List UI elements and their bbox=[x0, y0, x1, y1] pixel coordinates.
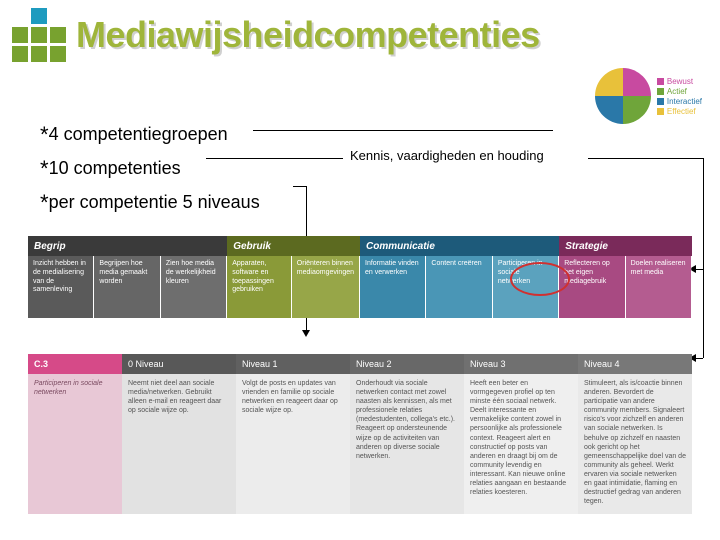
competency-cell: Doelen realiseren met media bbox=[626, 256, 692, 318]
level-column: 0 NiveauNeemt niet deel aan sociale medi… bbox=[122, 354, 236, 514]
legend-row: Effectief bbox=[657, 107, 702, 116]
arrow-icon bbox=[302, 330, 310, 337]
competency-text: Inzicht hebben in de medialisering van d… bbox=[28, 256, 93, 318]
legend-swatch bbox=[657, 88, 664, 95]
row-title: Participeren in sociale netwerken bbox=[28, 374, 122, 514]
competency-group: StrategieReflecteren op het eigen mediag… bbox=[559, 236, 692, 318]
legend-swatch bbox=[657, 78, 664, 85]
level-text: Heeft een beter en vormgegeven profiel o… bbox=[464, 374, 578, 514]
competency-cell: Informatie vinden en verwerken bbox=[360, 256, 426, 318]
competency-cell: Reflecteren op het eigen mediagebruik bbox=[559, 256, 625, 318]
level-header: Niveau 3 bbox=[464, 354, 578, 374]
legend-row: Interactief bbox=[657, 97, 702, 106]
competency-cell: Oriënteren binnen mediaomgevingen bbox=[292, 256, 360, 318]
row-code: C.3 bbox=[28, 354, 122, 374]
highlight-circle bbox=[510, 262, 570, 296]
pie-legend: BewustActiefInteractiefEffectief bbox=[595, 68, 702, 124]
kvh-label: Kennis, vaardigheden en houding bbox=[350, 148, 544, 163]
competency-text: Oriënteren binnen mediaomgevingen bbox=[292, 256, 359, 318]
levels-band: C.3Participeren in sociale netwerken0 Ni… bbox=[28, 354, 692, 514]
logo-cell bbox=[50, 8, 66, 24]
page-title: Mediawijsheidcompetenties bbox=[76, 14, 540, 56]
competency-text: Reflecteren op het eigen mediagebruik bbox=[559, 256, 624, 318]
logo-cell bbox=[50, 46, 66, 62]
competency-text: Begrijpen hoe media gemaakt worden bbox=[94, 256, 159, 318]
competency-group: BegripInzicht hebben in de medialisering… bbox=[28, 236, 227, 318]
logo-cell bbox=[12, 8, 28, 24]
pie-legend-items: BewustActiefInteractiefEffectief bbox=[657, 77, 702, 116]
competency-text: Doelen realiseren met media bbox=[626, 256, 691, 318]
legend-label: Bewust bbox=[667, 77, 693, 86]
level-row-header: C.3Participeren in sociale netwerken bbox=[28, 354, 122, 514]
connector-line bbox=[695, 269, 703, 270]
level-text: Onderhoudt via sociale netwerken contact… bbox=[350, 374, 464, 514]
group-header: Strategie bbox=[559, 236, 692, 256]
logo-cell bbox=[31, 8, 47, 24]
connector-line bbox=[588, 158, 704, 159]
logo-cell bbox=[31, 27, 47, 43]
bullet-item: *per competentie 5 niveaus bbox=[40, 186, 260, 220]
level-header: Niveau 1 bbox=[236, 354, 350, 374]
competency-group: GebruikApparaten, software en toepassing… bbox=[227, 236, 360, 318]
legend-row: Bewust bbox=[657, 77, 702, 86]
connector-line bbox=[253, 130, 553, 131]
logo-cell bbox=[50, 27, 66, 43]
legend-label: Actief bbox=[667, 87, 687, 96]
logo-cell bbox=[31, 46, 47, 62]
bullet-list: *4 competentiegroepen *10 competenties *… bbox=[40, 118, 260, 220]
logo-grid bbox=[12, 8, 66, 62]
connector-line bbox=[206, 158, 343, 159]
group-header: Begrip bbox=[28, 236, 227, 256]
legend-swatch bbox=[657, 108, 664, 115]
legend-label: Effectief bbox=[667, 107, 696, 116]
connector-line bbox=[703, 158, 704, 358]
level-text: Neemt niet deel aan sociale media/netwer… bbox=[122, 374, 236, 514]
group-header: Gebruik bbox=[227, 236, 360, 256]
bullet-item: *4 competentiegroepen bbox=[40, 118, 260, 152]
level-header: 0 Niveau bbox=[122, 354, 236, 374]
competency-text: Zien hoe media de werkelijkheid kleuren bbox=[161, 256, 226, 318]
competency-cell: Apparaten, software en toepassingen gebr… bbox=[227, 256, 292, 318]
level-header: Niveau 4 bbox=[578, 354, 692, 374]
competency-cell: Begrijpen hoe media gemaakt worden bbox=[94, 256, 160, 318]
legend-row: Actief bbox=[657, 87, 702, 96]
level-column: Niveau 3Heeft een beter en vormgegeven p… bbox=[464, 354, 578, 514]
level-text: Stimuleert, als is/coactie binnen andere… bbox=[578, 374, 692, 514]
competency-text: Content creëren bbox=[426, 256, 491, 318]
level-header: Niveau 2 bbox=[350, 354, 464, 374]
competency-cell: Inzicht hebben in de medialisering van d… bbox=[28, 256, 94, 318]
competency-text: Apparaten, software en toepassingen gebr… bbox=[227, 256, 291, 318]
competency-cell: Zien hoe media de werkelijkheid kleuren bbox=[161, 256, 227, 318]
competency-text: Informatie vinden en verwerken bbox=[360, 256, 425, 318]
level-column: Niveau 2Onderhoudt via sociale netwerken… bbox=[350, 354, 464, 514]
level-column: Niveau 4Stimuleert, als is/coactie binne… bbox=[578, 354, 692, 514]
group-header: Communicatie bbox=[360, 236, 559, 256]
connector-line bbox=[293, 186, 307, 187]
connector-line bbox=[695, 358, 703, 359]
legend-swatch bbox=[657, 98, 664, 105]
competency-cell: Content creëren bbox=[426, 256, 492, 318]
pie-chart bbox=[595, 68, 651, 124]
level-text: Volgt de posts en updates van vrienden e… bbox=[236, 374, 350, 514]
legend-label: Interactief bbox=[667, 97, 702, 106]
logo-cell bbox=[12, 27, 28, 43]
competency-groups-band: BegripInzicht hebben in de medialisering… bbox=[28, 236, 692, 318]
logo-cell bbox=[12, 46, 28, 62]
level-column: Niveau 1Volgt de posts en updates van vr… bbox=[236, 354, 350, 514]
